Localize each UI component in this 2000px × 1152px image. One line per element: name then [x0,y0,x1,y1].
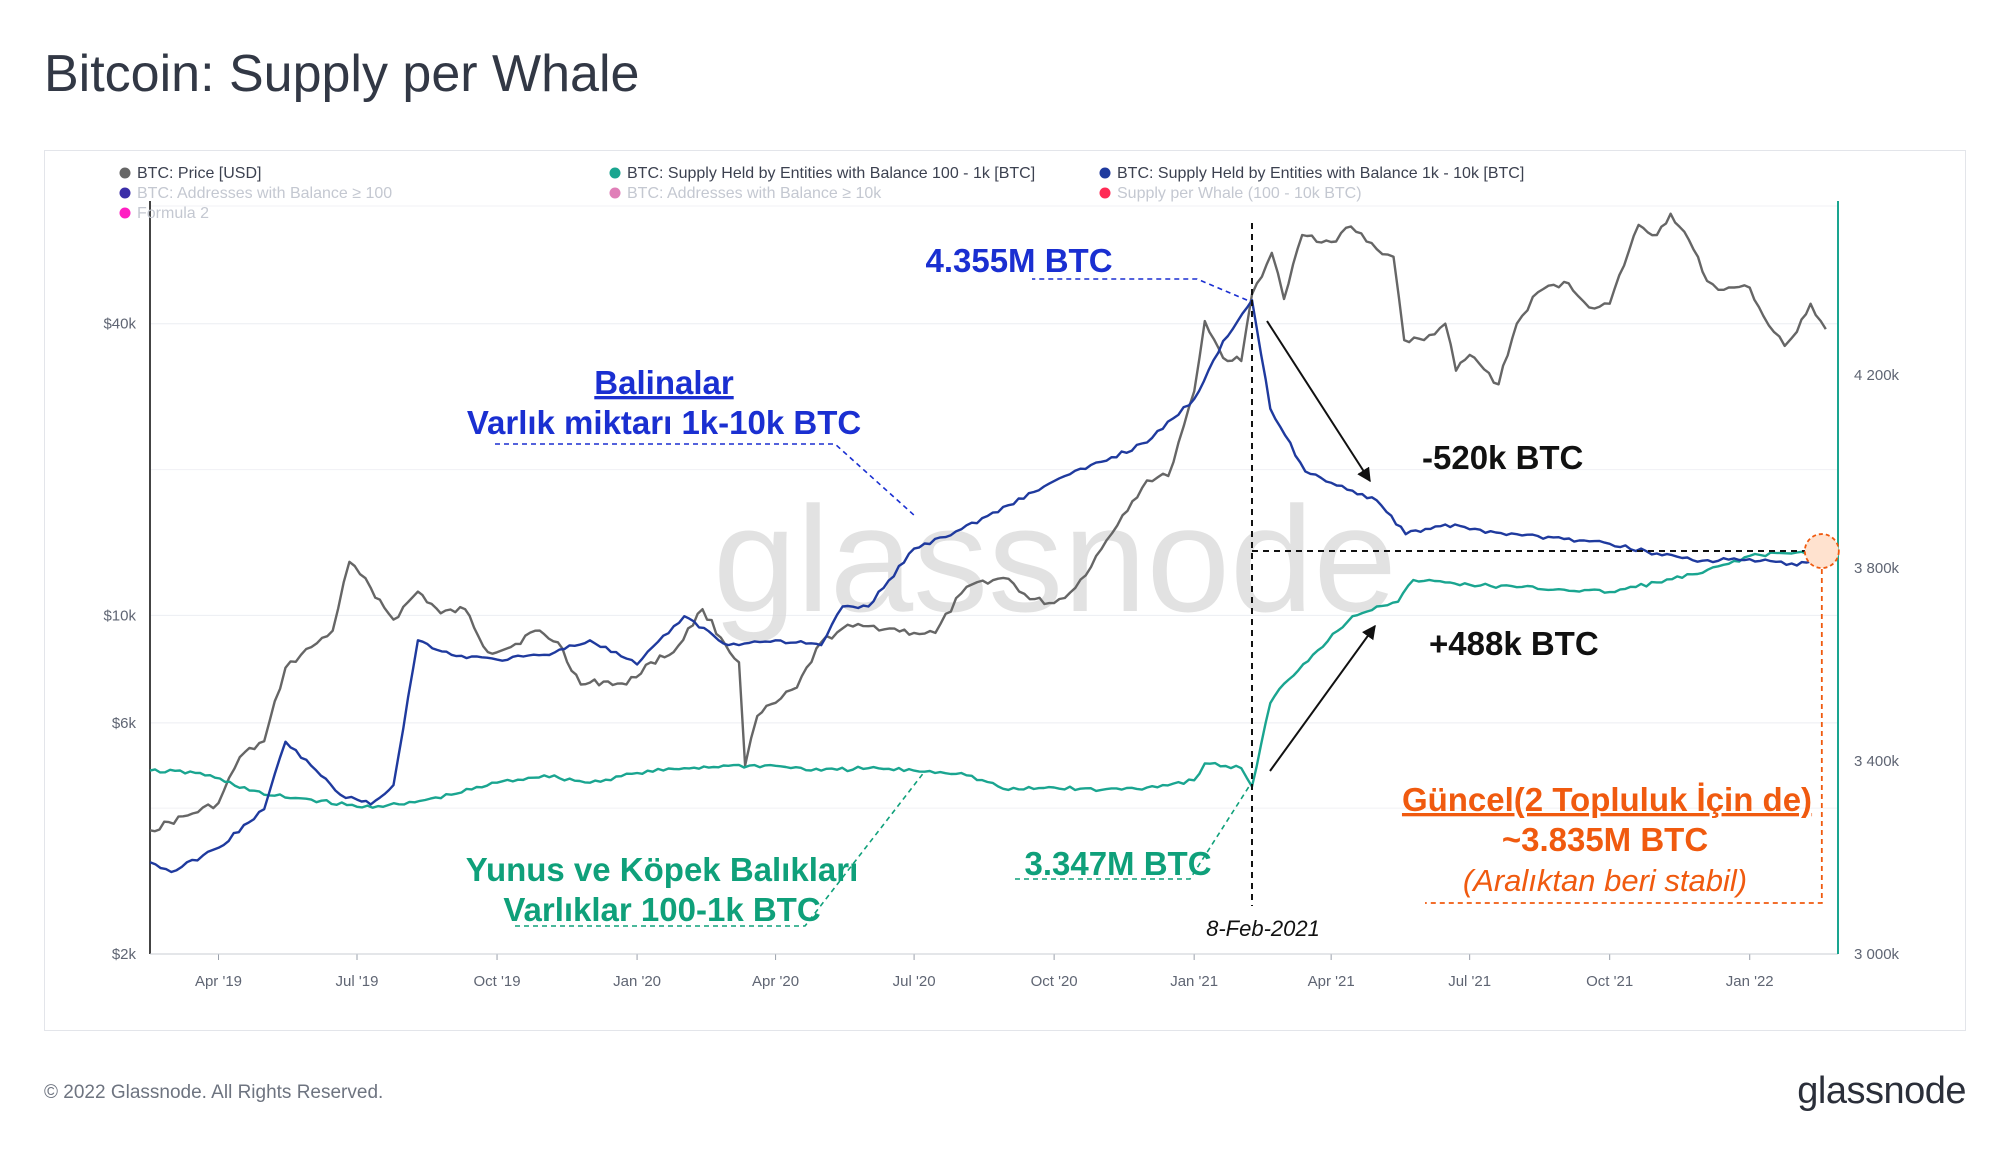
x-tick-label: Oct '21 [1586,973,1633,990]
legend-marker [119,207,131,219]
copyright-notice: © 2022 Glassnode. All Rights Reserved. [44,1082,384,1103]
legend-entry: Supply per Whale (100 - 10k BTC) [1117,185,1362,202]
y-right-tick-label: 4 200k [1854,367,1900,384]
annotation-lines [495,223,1840,927]
x-tick-label: Jul '19 [336,973,379,990]
dolphins-leader-line [515,770,926,927]
x-tick-label: Jul '21 [1448,973,1491,990]
series-line [149,298,1827,874]
chart-canvas: glassnode $2k $6k $10k $40k 3 000k 3 400k 3 80… [103,165,1900,990]
current-note: (Aralıktan beri stabil) [1463,863,1747,898]
chart-legend: BTC: Price [USD] BTC: Supply Held by Enti… [119,165,1524,222]
legend-marker [1099,187,1111,199]
peak-leader-line [1031,278,1248,301]
series-line [149,549,1827,809]
y-right-tick-label: 3 800k [1854,560,1900,577]
dolphins-subtitle: Varlıklar 100-1k BTC [503,891,820,928]
legend-marker [119,167,131,179]
current-leader-line [1425,569,1823,904]
current-title: Güncel(2 Topluluk İçin de) [1402,781,1812,818]
x-tick-label: Oct '20 [1031,973,1078,990]
y-left-tick-label: $10k [103,607,136,624]
x-tick-label: Oct '19 [474,973,521,990]
series-line [149,212,1827,833]
peak-label: 4.355M BTC [925,242,1112,279]
drop-arrow [1266,320,1371,483]
x-tick-label: Jan '22 [1726,973,1774,990]
glassnode-logo[interactable]: glassnode [1797,1070,1966,1112]
date-label: 8-Feb-2021 [1206,916,1320,941]
drop-label: -520k BTC [1422,439,1583,476]
low-leader-line [1015,786,1250,880]
gain-label: +488k BTC [1429,625,1599,662]
y-left-tick-label: $6k [112,715,137,732]
x-tick-label: Jan '21 [1170,973,1218,990]
legend-marker [609,167,621,179]
y-right-tick-label: 3 400k [1854,753,1900,770]
legend-marker [609,187,621,199]
x-tick-label: Jul '20 [893,973,936,990]
current-value: ~3.835M BTC [1502,821,1708,858]
y-left-tick-label: $2k [112,946,137,963]
x-tick-label: Apr '19 [195,973,242,990]
current-highlight-circle [1803,533,1840,569]
series-lines [149,212,1827,874]
legend-marker [119,187,131,199]
axes: $2k $6k $10k $40k 3 000k 3 400k 3 800k 4 200k Ap… [103,201,1900,990]
low-label: 3.347M BTC [1024,845,1211,882]
legend-entry: BTC: Price [USD] [137,165,261,182]
legend-entry: Formula 2 [137,205,209,222]
y-left-tick-label: $40k [103,316,136,333]
legend-entry: BTC: Addresses with Balance ≥ 10k [627,185,882,202]
legend-entry: BTC: Addresses with Balance ≥ 100 [137,185,392,202]
gridlines [150,205,1838,955]
legend-marker [1099,167,1111,179]
whales-title: Balinalar [594,364,734,401]
legend-entry: BTC: Supply Held by Entities with Balanc… [627,165,1035,182]
legend-entry: BTC: Supply Held by Entities with Balanc… [1117,165,1524,182]
whales-subtitle: Varlık miktarı 1k-10k BTC [467,404,861,441]
watermark: glassnode [713,475,1397,643]
chart-container: glassnode $2k $6k $10k $40k 3 000k 3 400k 3 80… [44,150,1966,1031]
y-right-tick-label: 3 000k [1854,946,1900,963]
x-tick-label: Jan '20 [613,973,661,990]
dolphins-title: Yunus ve Köpek Balıkları [466,851,859,888]
gain-arrow [1269,624,1376,772]
x-tick-label: Apr '21 [1308,973,1355,990]
page-title: Bitcoin: Supply per Whale [44,45,640,103]
x-tick-label: Apr '20 [752,973,799,990]
